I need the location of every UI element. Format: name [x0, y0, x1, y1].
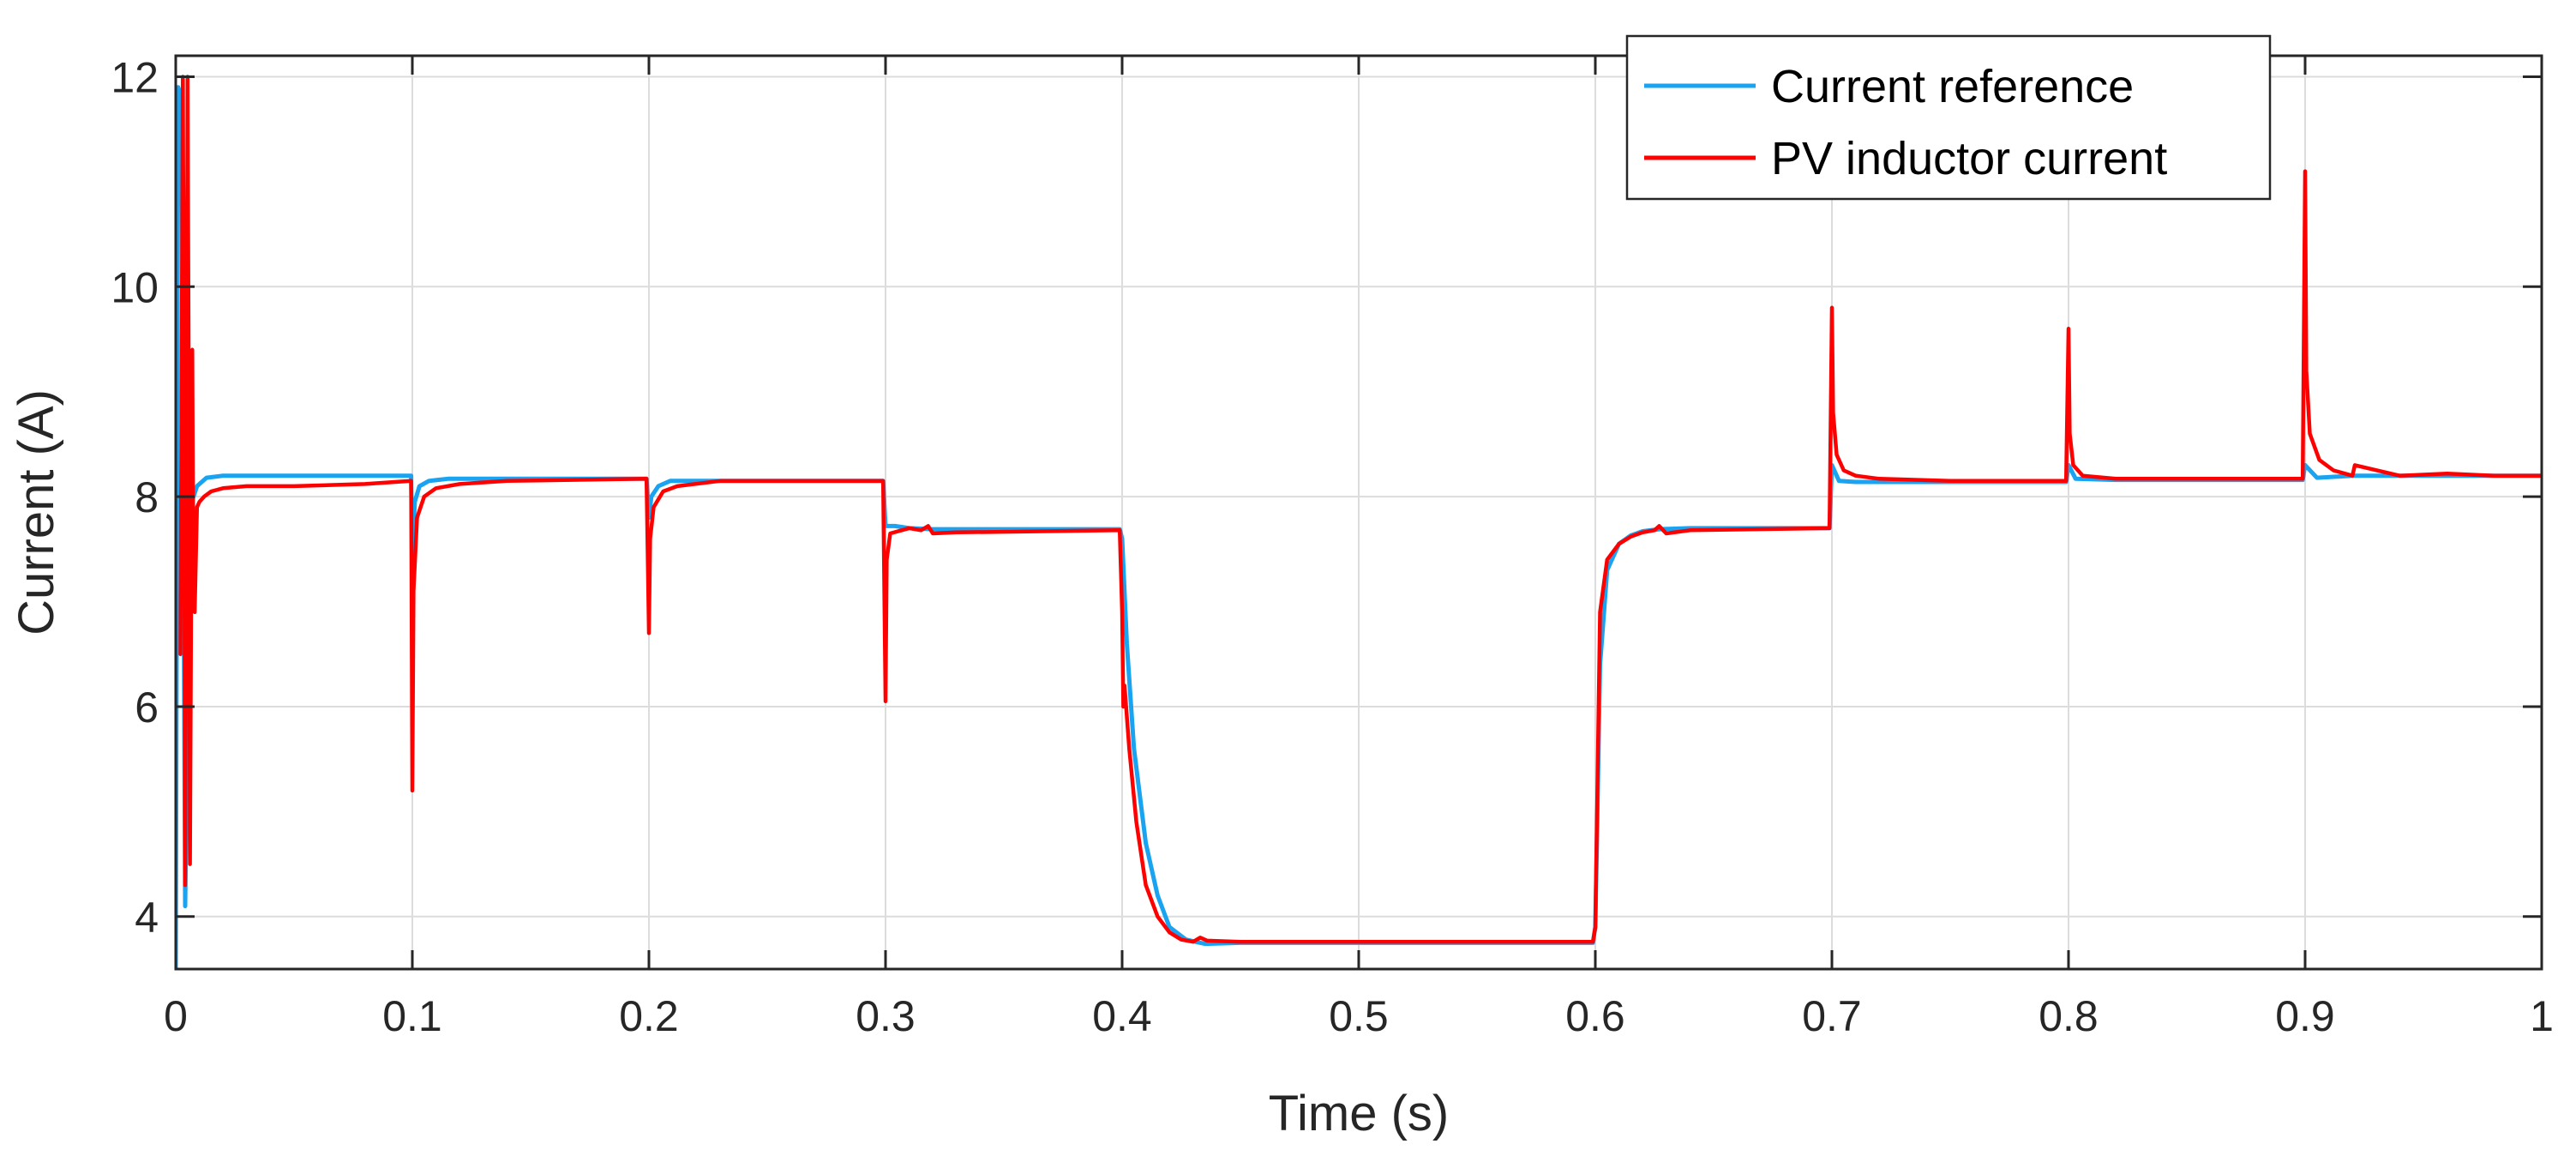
x-tick-label: 0.3: [856, 992, 916, 1040]
tick-labels: 0 0.1 0.2 0.3 0.4 0.5 0.6 0.7 0.8 0.9 1 4 6 8 10 12: [111, 53, 2554, 1040]
x-tick-label: 0.4: [1092, 992, 1152, 1040]
x-tick-label: 0.2: [619, 992, 679, 1040]
legend: Current reference PV inductor current: [1625, 34, 2272, 201]
x-tick-label: 0.9: [2275, 992, 2335, 1040]
x-tick-label: 0.1: [382, 992, 442, 1040]
y-tick-label: 12: [111, 53, 159, 101]
y-tick-label: 8: [135, 473, 159, 521]
x-tick-label: 0.8: [2039, 992, 2099, 1040]
x-axis-title: Time (s): [1269, 1086, 1449, 1141]
x-tick-label: 0.6: [1565, 992, 1625, 1040]
x-tick-label: 1: [2530, 992, 2554, 1040]
y-tick-label: 6: [135, 683, 159, 732]
y-tick-label: 10: [111, 263, 159, 311]
series-line-pv-inductor-current: [178, 75, 2542, 944]
x-tick-label: 0.5: [1329, 992, 1389, 1040]
legend-label: Current reference: [1771, 61, 2134, 112]
x-tick-label: 0.7: [1802, 992, 1862, 1040]
y-tick-label: 4: [135, 894, 159, 942]
x-tick-label: 0: [164, 992, 188, 1040]
series-group: [176, 75, 2542, 969]
y-axis-title: Current (A): [9, 389, 64, 635]
legend-box: [1625, 34, 2272, 201]
legend-label: PV inductor current: [1771, 133, 2167, 184]
